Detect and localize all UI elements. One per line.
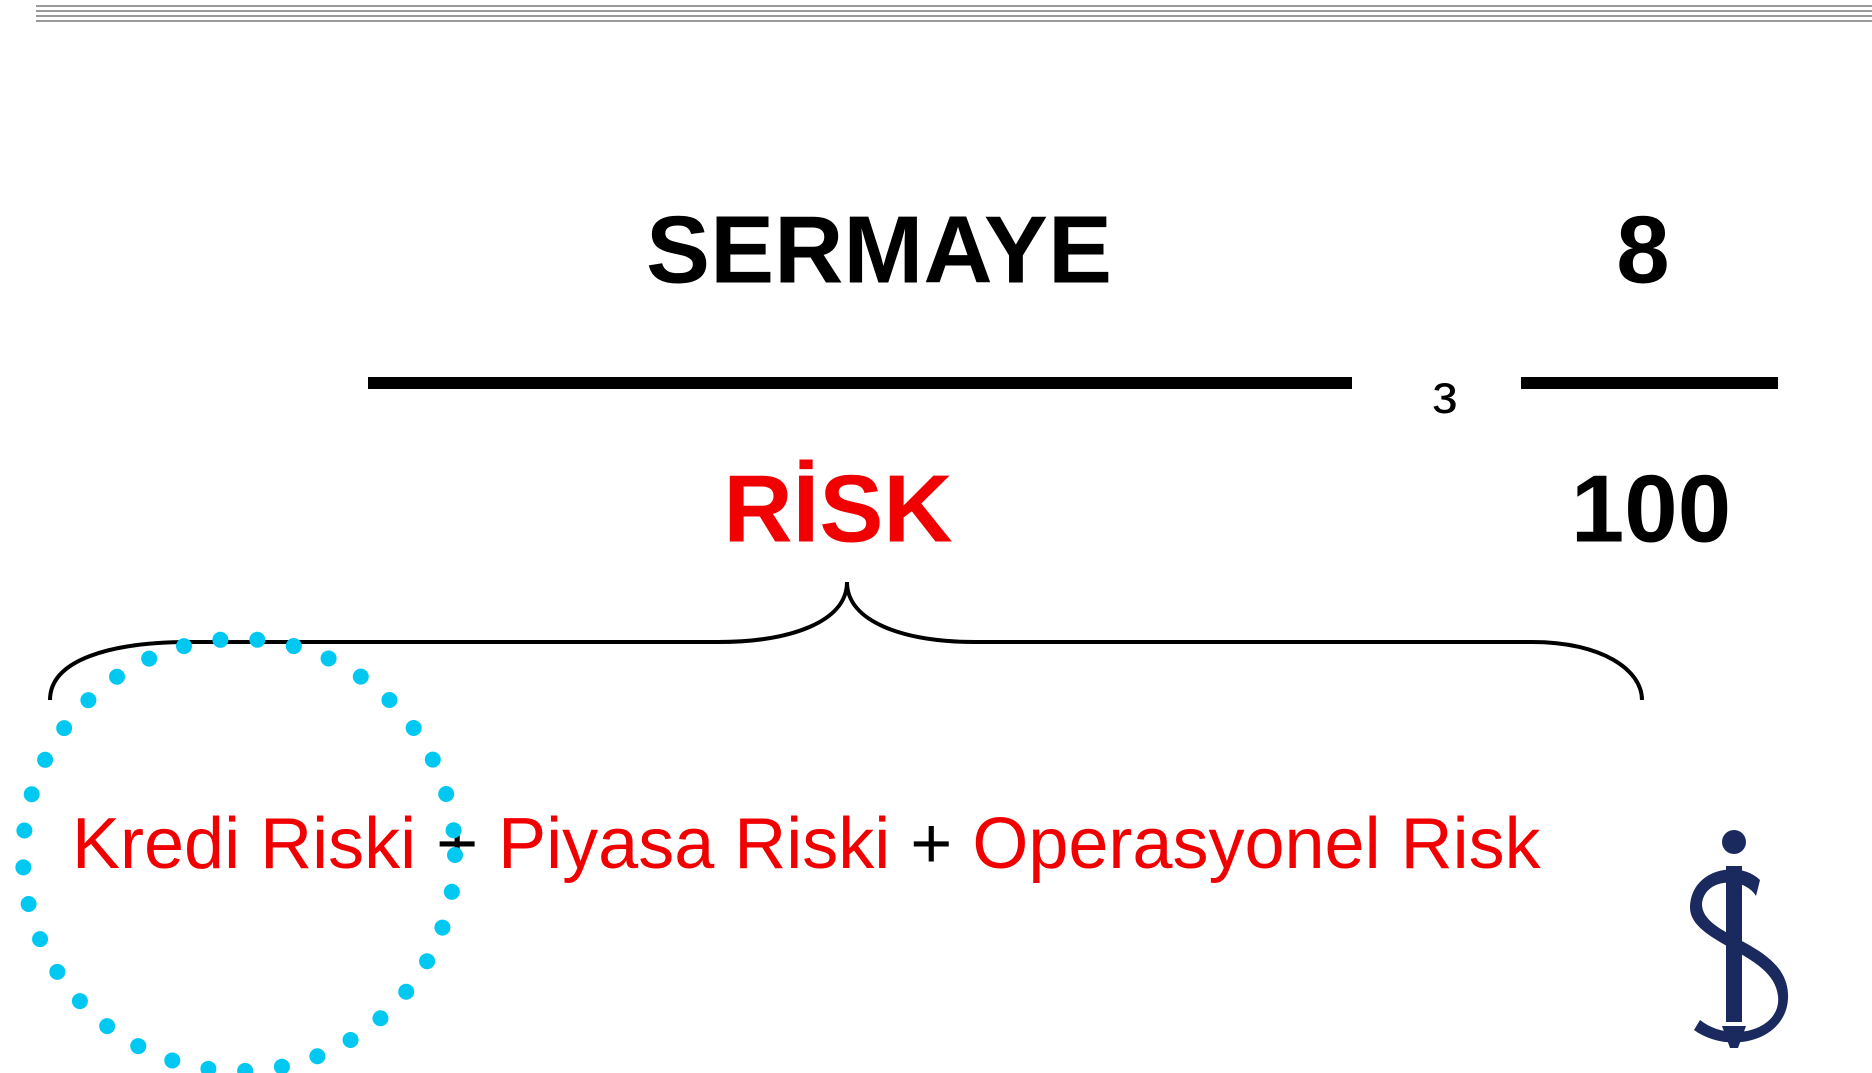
ratio-bar [1521, 377, 1778, 389]
fraction-bar [368, 377, 1352, 389]
plus: + [910, 804, 952, 884]
risk-term: Kredi Riski [72, 804, 416, 884]
numerator: SERMAYE [646, 196, 1112, 303]
risk-term: Piyasa Riski [498, 804, 890, 884]
ratio-denominator: 100 [1571, 455, 1731, 562]
relation-symbol: з [1432, 362, 1458, 425]
risk-sum: Kredi Riski + Piyasa Riski + Operasyonel… [72, 804, 1542, 884]
brace [48, 581, 1644, 701]
header-rule [36, 5, 1872, 22]
highlight-circle [15, 631, 463, 1073]
risk-term: Operasyonel Risk [972, 804, 1541, 884]
logo [1689, 830, 1789, 1048]
plus: + [436, 804, 478, 884]
ratio-numerator: 8 [1616, 196, 1669, 303]
denominator: RİSK [723, 455, 952, 562]
